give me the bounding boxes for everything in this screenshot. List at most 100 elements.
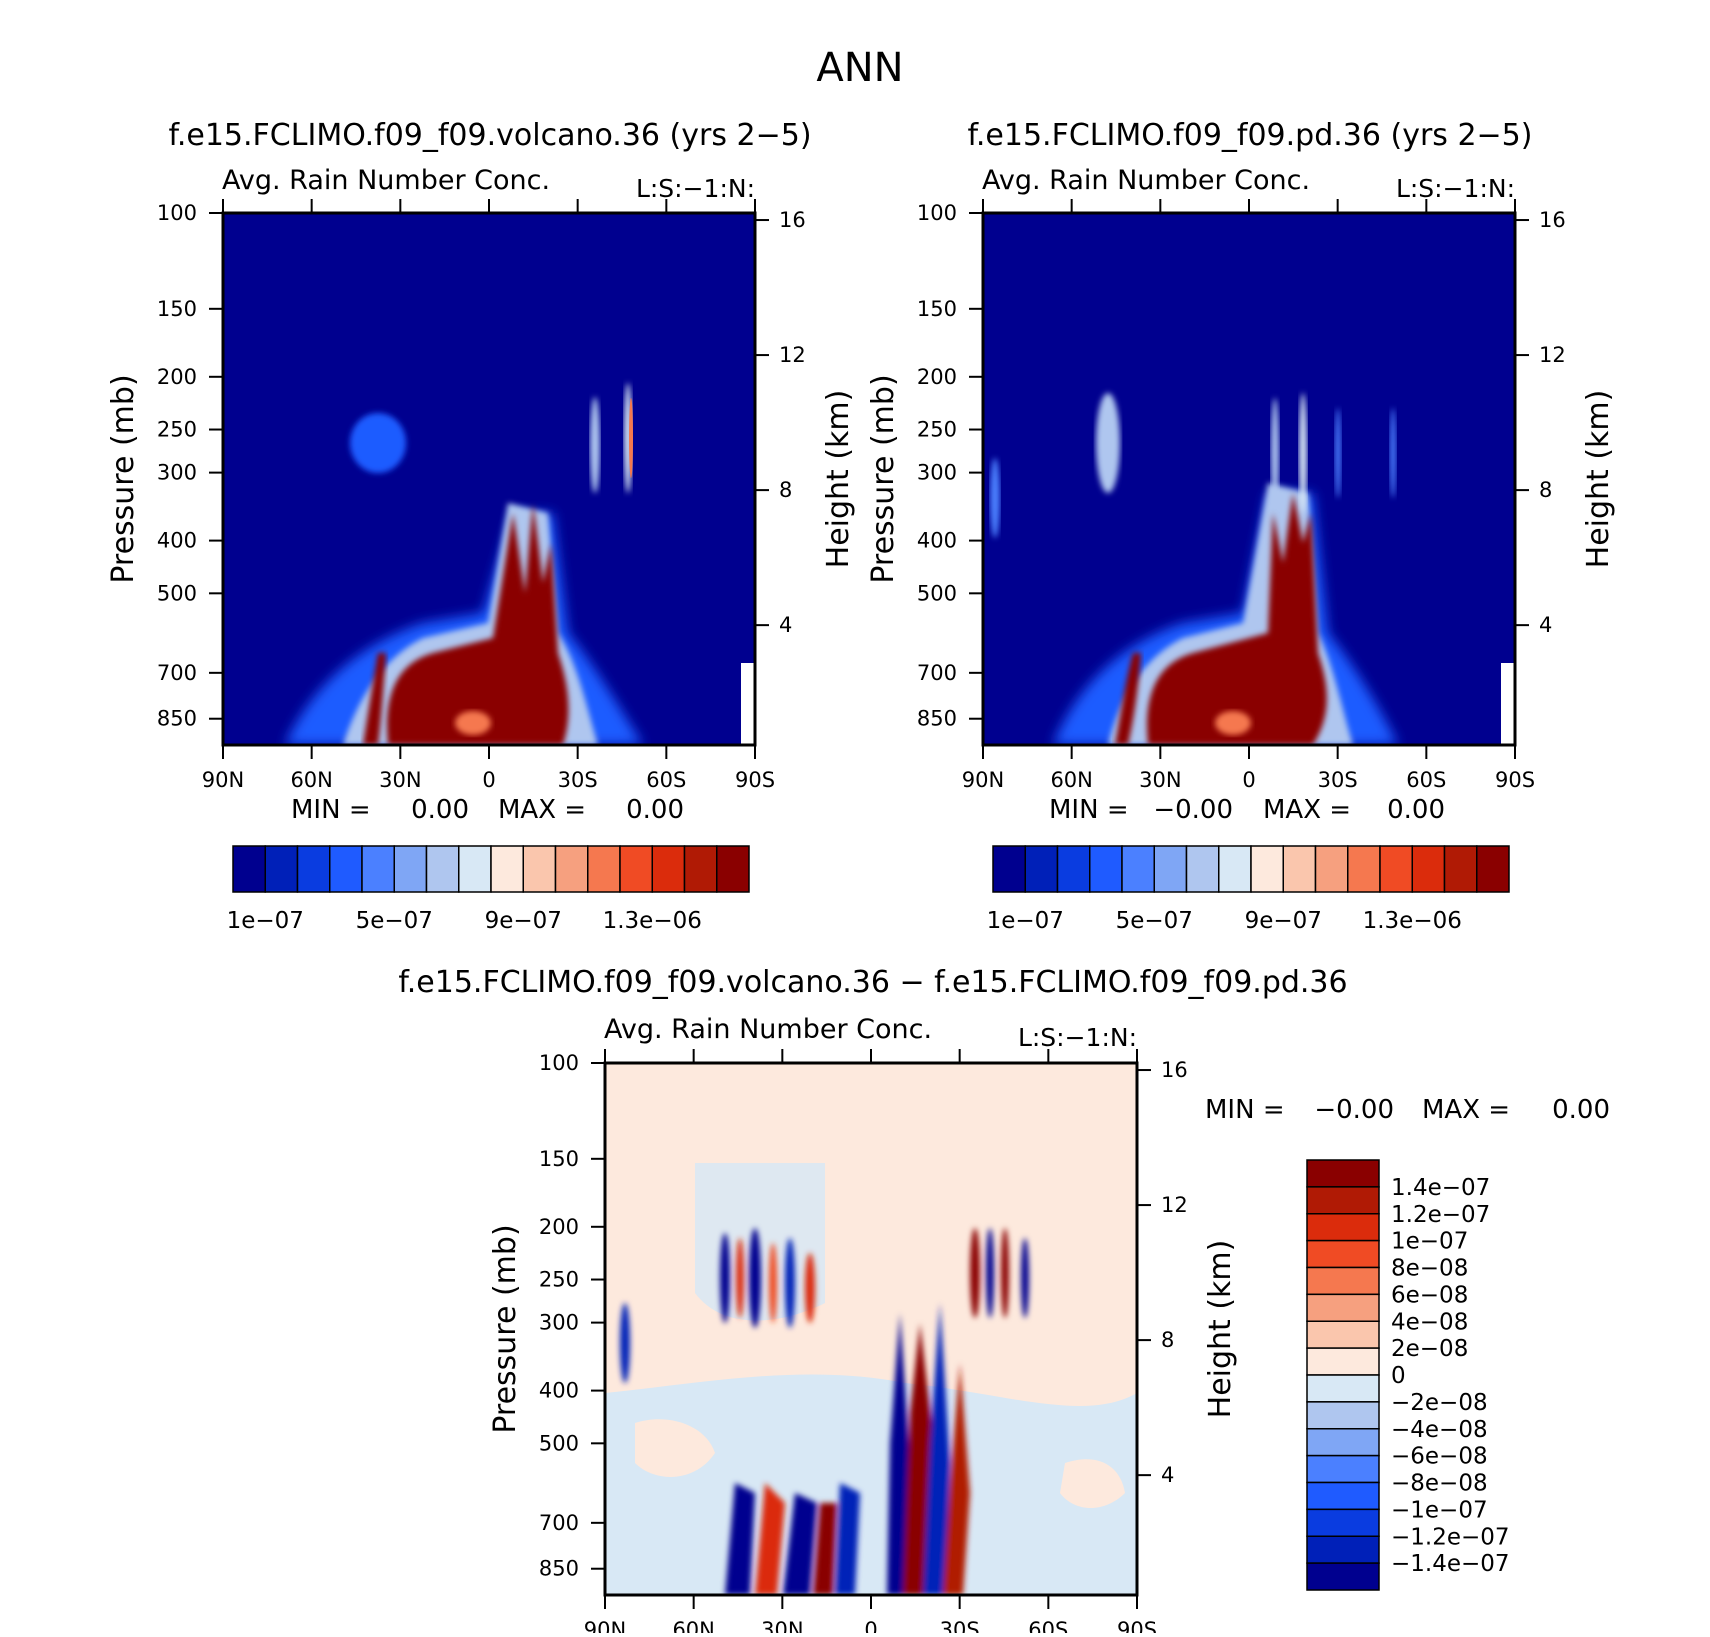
rain-streak [1335, 408, 1341, 498]
plot-area: 100 150 200 250 300 400 500 700 850 16 12 8 4 90N 60… [866, 199, 1616, 825]
y-ticks-left: 100 150 200 250 300 400 500 700 850 [157, 201, 223, 731]
rain-streak [1096, 393, 1120, 493]
colorbar-swatch [232, 845, 266, 893]
y-tick-right-label: 12 [779, 343, 806, 367]
colorbar-swatch [1306, 1293, 1380, 1322]
y-tick-right-label: 16 [1539, 208, 1566, 232]
x-tick-label: 30S [1318, 768, 1358, 792]
negative-light-region [605, 1374, 1137, 1595]
x-tick-label: 30N [1139, 768, 1181, 792]
x-tick-label: 60N [1050, 768, 1092, 792]
y-tick-right-label: 8 [1539, 478, 1552, 502]
colorbar-swatch [1185, 845, 1220, 893]
colorbar-swatch [651, 845, 686, 893]
colorbar-swatch [1476, 845, 1510, 893]
min-label: MIN = [1205, 1095, 1285, 1125]
min-max-readout: MIN = −0.00 MAX = 0.00 [1049, 795, 1445, 825]
colorbar-swatch [992, 845, 1026, 893]
y-tick-label: 250 [157, 418, 197, 442]
colorbar-label: 1e−07 [1391, 1229, 1468, 1255]
colorbar-label: −1.2e−07 [1391, 1524, 1510, 1550]
signal-negative [923, 1303, 950, 1595]
colorbar-swatch [1306, 1186, 1380, 1215]
y-tick-label: 850 [157, 707, 197, 731]
x-tick-label: 60N [672, 1618, 714, 1633]
colorbar-swatch [1282, 845, 1317, 893]
colorbar-swatch [1089, 845, 1123, 893]
rain-core [1147, 493, 1327, 745]
missing-data [1501, 663, 1515, 745]
rain-streak [350, 413, 406, 473]
colorbar-swatch [296, 845, 331, 893]
colorbar-label: 9e−07 [1245, 908, 1322, 934]
rain-core [387, 503, 569, 745]
y-tick-label: 100 [539, 1051, 579, 1075]
colorbar-swatch [490, 845, 524, 893]
signal-positive [1001, 1228, 1009, 1318]
y-axis-label-right: Height (km) [1203, 1240, 1238, 1419]
colorbar: 1.4e−071.2e−071e−078e−086e−084e−082e−080… [1306, 1159, 1510, 1591]
colorbar-swatch [1411, 845, 1446, 893]
min-max-readout: MIN = −0.00 MAX = 0.00 [1205, 1095, 1610, 1125]
y-tick-right-label: 16 [1161, 1058, 1188, 1082]
colorbar-swatch [1153, 845, 1188, 893]
colorbar-swatch [619, 845, 653, 893]
signal-negative [887, 1313, 910, 1595]
y-tick-label: 400 [539, 1379, 579, 1403]
y-ticks-right: 16 12 8 4 [755, 208, 806, 637]
colorbar-swatch [1306, 1159, 1380, 1188]
y-tick-label: 300 [917, 461, 957, 485]
units-label: L:S:−1:N: [1396, 174, 1515, 203]
panel-subtitle: Avg. Rain Number Conc. [604, 1014, 932, 1045]
y-tick-label: 300 [539, 1311, 579, 1335]
colorbar-swatch [361, 845, 395, 893]
page-title: ANN [816, 45, 903, 91]
y-tick-label: 500 [917, 581, 957, 605]
x-tick-label: 0 [482, 768, 495, 792]
y-tick-right-label: 8 [1161, 1328, 1174, 1352]
y-tick-label: 200 [917, 365, 957, 389]
colorbar-label: 8e−08 [1391, 1256, 1468, 1282]
y-tick-label: 250 [539, 1268, 579, 1292]
signal-positive [970, 1228, 980, 1318]
y-ticks-left: 100 150 200 250 300 400 500 700 850 [539, 1051, 605, 1581]
y-tick-label: 200 [157, 365, 197, 389]
colorbar-swatch [1306, 1320, 1380, 1349]
colorbar-swatch [1306, 1213, 1380, 1242]
signal-negative [783, 1493, 817, 1595]
x-tick-label: 30N [379, 768, 421, 792]
min-value: 0.00 [411, 795, 469, 825]
colorbar-label: 6e−08 [1391, 1282, 1468, 1308]
x-ticks: 90N 60N 30N 0 30S 60S 90S [584, 1049, 1157, 1637]
y-tick-label: 100 [917, 201, 957, 225]
colorbar-swatch [1306, 1239, 1380, 1269]
colorbar-swatch [1306, 1535, 1380, 1564]
y-tick-right-label: 4 [779, 613, 792, 637]
x-tick-label: 30S [940, 1618, 980, 1633]
x-tick-label: 90N [962, 768, 1004, 792]
signal-positive [943, 1363, 970, 1595]
y-tick-right-label: 12 [1539, 343, 1566, 367]
x-ticks: 90N 60N 30N 0 30S 60S 90S [202, 199, 775, 792]
x-tick-label: 30S [558, 768, 598, 792]
units-label: L:S:−1:N: [1018, 1023, 1137, 1052]
max-label: MAX = [498, 795, 586, 825]
plot-area: 100 150 200 250 300 400 500 700 850 16 12 8 4 90N 60… [488, 1049, 1238, 1637]
signal-negative [720, 1233, 730, 1323]
x-tick-label: 90N [202, 768, 244, 792]
y-axis-label: Pressure (mb) [106, 374, 141, 583]
x-tick-label: 60S [1028, 1618, 1068, 1633]
panel-difference: f.e15.FCLIMO.f09_f09.volcano.36 − f.e15.… [398, 965, 1610, 1637]
panel-title: f.e15.FCLIMO.f09_f09.volcano.36 (yrs 2−5… [168, 118, 811, 153]
y-axis-label: Pressure (mb) [866, 374, 901, 583]
colorbar-swatch [1443, 845, 1478, 893]
colorbar-swatch [1024, 845, 1059, 893]
colorbar-swatch [1056, 845, 1091, 893]
max-value: 0.00 [1552, 1095, 1610, 1125]
y-tick-right-label: 16 [779, 208, 806, 232]
colorbar-swatch [264, 845, 299, 893]
rain-streak [1390, 408, 1396, 498]
colorbar-label: 1e−07 [987, 908, 1064, 934]
max-label: MAX = [1422, 1095, 1510, 1125]
colorbar-label: 9e−07 [485, 908, 562, 934]
